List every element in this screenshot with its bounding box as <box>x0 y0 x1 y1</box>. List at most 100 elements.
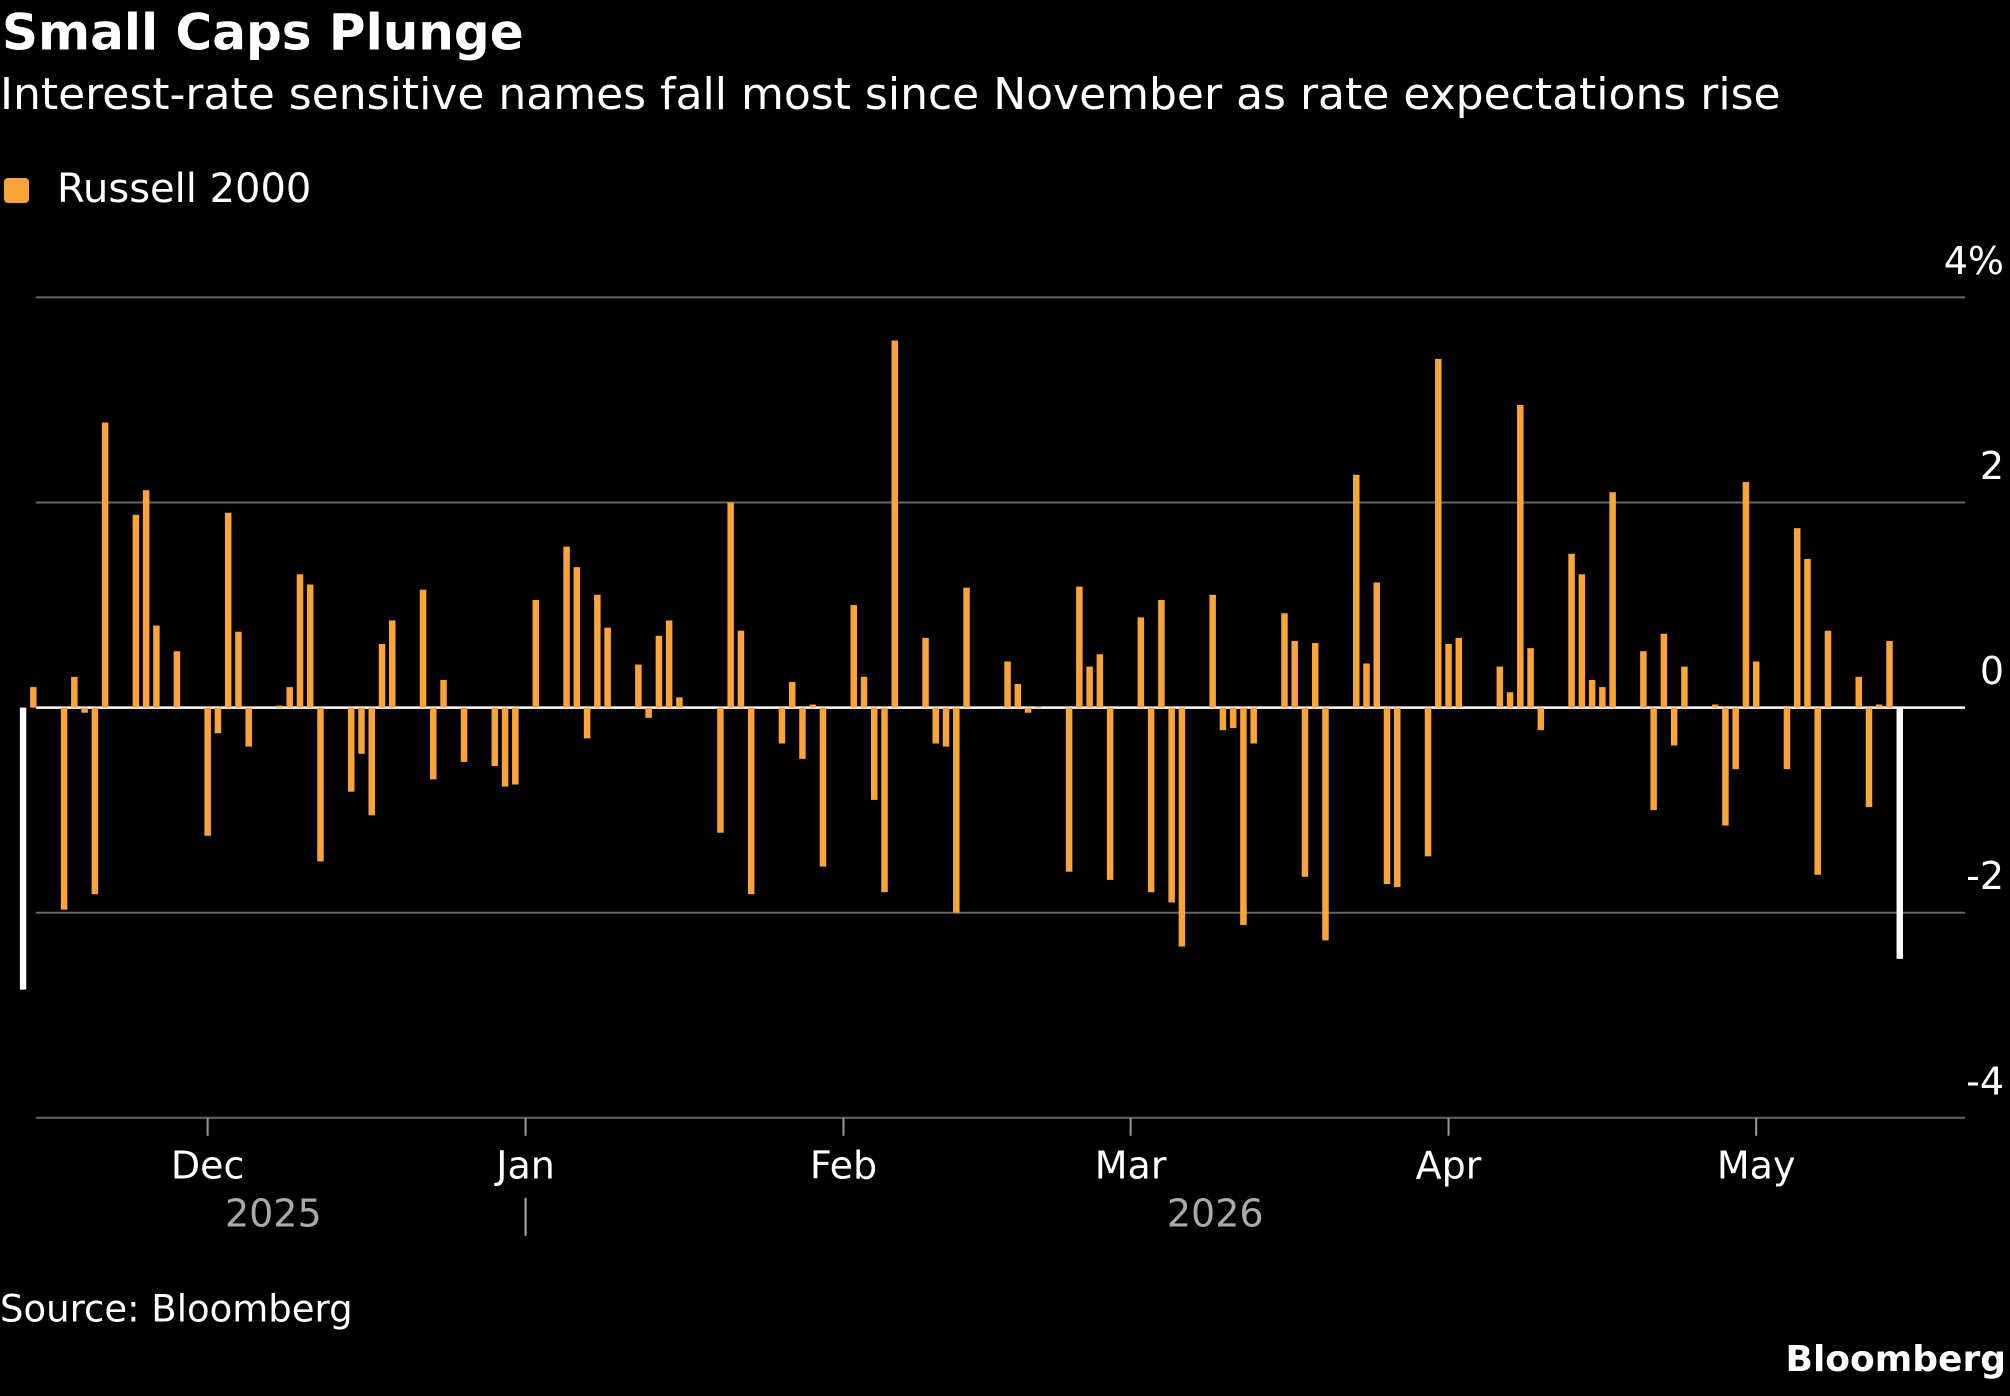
bar <box>1024 707 1032 713</box>
bar <box>142 490 150 708</box>
bar <box>953 707 960 913</box>
bar <box>378 644 386 708</box>
bar <box>306 584 314 708</box>
bar <box>583 707 591 739</box>
bar <box>1506 692 1514 708</box>
legend-swatch <box>4 178 29 203</box>
bar <box>1496 666 1504 708</box>
bar <box>1240 707 1247 926</box>
bar <box>635 664 642 708</box>
bar <box>932 707 940 744</box>
bar <box>1650 707 1657 811</box>
bar <box>1783 707 1791 770</box>
year-label: 2025 <box>225 1191 322 1235</box>
bar <box>1875 704 1883 708</box>
bar <box>1137 617 1145 708</box>
bar <box>1281 613 1288 708</box>
bar <box>91 707 99 895</box>
bar <box>1035 706 1042 708</box>
bar <box>1147 707 1155 893</box>
bar <box>1311 642 1319 708</box>
bar <box>594 594 601 708</box>
year-label: 2026 <box>1167 1191 1264 1235</box>
bar <box>1086 666 1093 708</box>
y-tick-label: 4% <box>1944 239 2004 283</box>
bar <box>717 707 724 833</box>
bar <box>870 707 878 800</box>
bar <box>1660 633 1668 708</box>
bar <box>1014 684 1022 708</box>
bar <box>389 620 396 708</box>
bar <box>1106 707 1114 880</box>
y-tick-label: 0 <box>1980 649 2004 693</box>
bar <box>1291 640 1298 708</box>
chart-title: Small Caps Plunge <box>2 4 524 62</box>
bar <box>778 707 786 744</box>
bar <box>430 707 437 780</box>
bar <box>286 687 293 708</box>
bar <box>235 631 242 708</box>
bar <box>1435 358 1442 708</box>
bar <box>573 567 581 708</box>
bar <box>1865 707 1873 808</box>
bar <box>173 651 181 708</box>
bar <box>1599 687 1606 708</box>
bar <box>1742 481 1750 708</box>
bar <box>1711 704 1719 708</box>
bar <box>1250 707 1257 744</box>
bar <box>1814 707 1821 875</box>
y-tick-label: -4 <box>1966 1059 2004 1103</box>
bar <box>1804 558 1811 708</box>
bar <box>419 589 427 708</box>
bar <box>819 707 827 867</box>
highlight-bar <box>1896 707 1903 959</box>
bar <box>1352 474 1360 708</box>
legend-label: Russell 2000 <box>57 166 311 212</box>
bar <box>1096 654 1104 708</box>
source-note: Source: Bloomberg <box>0 1288 353 1331</box>
bar <box>1670 707 1678 746</box>
bar <box>1076 586 1083 708</box>
bar <box>204 707 211 836</box>
bar <box>963 587 970 708</box>
bar <box>317 707 324 862</box>
x-tick-label: Dec <box>171 1143 245 1187</box>
bar <box>1855 676 1862 708</box>
bar <box>655 635 663 708</box>
bar <box>1363 663 1370 708</box>
bar <box>942 707 950 747</box>
bar <box>1455 637 1463 708</box>
bar <box>60 707 68 910</box>
bar <box>1752 661 1760 708</box>
bar <box>368 707 375 816</box>
bar <box>747 707 755 895</box>
x-tick-label: Apr <box>1416 1143 1482 1187</box>
bar <box>645 707 652 718</box>
chart-subtitle: Interest-rate sensitive names fall most … <box>0 69 1781 120</box>
bar <box>1609 492 1616 708</box>
bar <box>1301 707 1309 877</box>
bar <box>676 697 683 708</box>
bar <box>1168 707 1175 903</box>
bar <box>563 546 570 708</box>
y-tick-label: -2 <box>1966 854 2004 898</box>
bar <box>1527 648 1534 708</box>
bar <box>881 707 888 893</box>
bar <box>1886 640 1893 708</box>
bar <box>101 422 109 708</box>
bar <box>1322 707 1329 941</box>
bar <box>788 681 796 708</box>
bar <box>1640 651 1647 708</box>
bar <box>1209 594 1216 708</box>
bar <box>809 704 816 708</box>
bar <box>440 679 447 708</box>
x-tick-label: Jan <box>494 1143 555 1187</box>
bar <box>276 705 283 708</box>
bar <box>604 627 611 708</box>
bar <box>922 637 929 708</box>
bar <box>501 707 509 787</box>
highlight-bar <box>19 707 27 990</box>
bar <box>512 707 519 785</box>
bar <box>1517 405 1524 708</box>
